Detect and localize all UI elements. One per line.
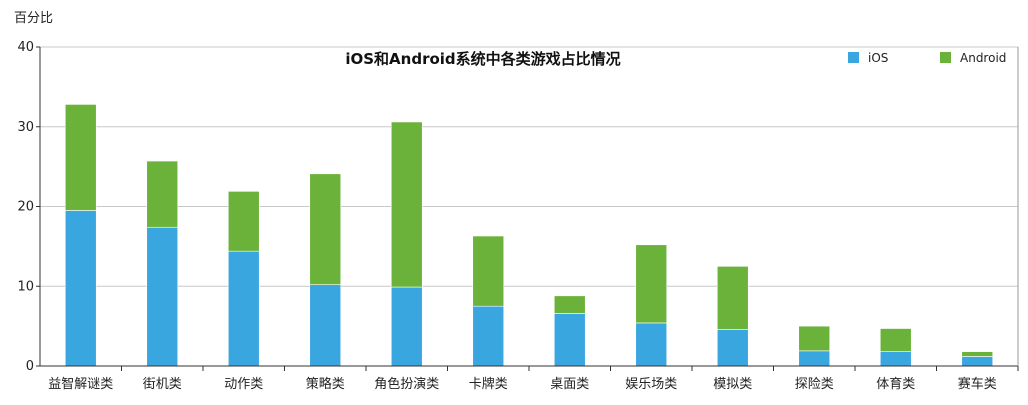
bar-ios bbox=[961, 356, 994, 367]
x-tick-label: 角色扮演类 bbox=[374, 376, 439, 392]
bar-ios bbox=[472, 305, 505, 367]
bar-android bbox=[961, 351, 994, 357]
y-tick-label: 40 bbox=[17, 40, 34, 55]
x-tick-labels: 益智解谜类 街机类 动作类 策略类 角色扮演类 卡牌类 桌面类 娱乐场类 模拟类 探险类 体育类 赛车… bbox=[48, 366, 1019, 392]
x-tick-label: 探险类 bbox=[795, 377, 834, 392]
legend: iOS Android bbox=[848, 51, 1006, 65]
bar-android bbox=[146, 160, 179, 228]
x-tick-label: 街机类 bbox=[143, 377, 182, 392]
x-tick-label: 动作类 bbox=[224, 377, 263, 392]
x-tick-label: 桌面类 bbox=[550, 377, 589, 392]
x-tick-label: 模拟类 bbox=[713, 377, 752, 392]
legend-swatch-ios bbox=[848, 52, 859, 63]
bar-android bbox=[798, 325, 831, 352]
bars bbox=[64, 104, 994, 367]
y-tick-labels: 0 10 20 30 40 bbox=[17, 40, 40, 374]
x-tick-label: 策略类 bbox=[306, 376, 345, 392]
bar-android bbox=[64, 104, 97, 211]
y-tick-label: 0 bbox=[26, 359, 34, 374]
bar-ios bbox=[798, 350, 831, 367]
bar-android bbox=[227, 191, 260, 252]
bar-ios bbox=[635, 322, 668, 367]
y-tick-label: 20 bbox=[17, 200, 34, 215]
bar-ios bbox=[64, 210, 97, 367]
bar-ios bbox=[146, 226, 179, 367]
bar-android bbox=[635, 244, 668, 324]
legend-label-ios: iOS bbox=[868, 51, 888, 65]
legend-swatch-android bbox=[940, 52, 951, 63]
y-tick-label: 30 bbox=[17, 120, 34, 135]
x-tick-label: 娱乐场类 bbox=[625, 377, 677, 392]
gridlines bbox=[40, 46, 1018, 287]
bar-android bbox=[553, 295, 586, 314]
bar-android bbox=[309, 173, 342, 285]
bar-ios bbox=[390, 286, 423, 367]
bar-android bbox=[879, 328, 912, 352]
chart-title: iOS和Android系统中各类游戏占比情况 bbox=[345, 50, 620, 68]
bar-ios bbox=[553, 313, 586, 367]
y-tick-label: 10 bbox=[17, 279, 34, 294]
y-axis-label: 百分比 bbox=[14, 11, 53, 26]
x-tick-label: 益智解谜类 bbox=[48, 377, 113, 392]
bar-ios bbox=[879, 351, 912, 367]
legend-label-android: Android bbox=[960, 51, 1006, 65]
x-tick-label: 赛车类 bbox=[958, 376, 997, 392]
x-tick-label: 体育类 bbox=[876, 376, 915, 392]
bar-android bbox=[716, 266, 749, 330]
x-tick-label: 卡牌类 bbox=[469, 376, 508, 392]
bar-ios bbox=[309, 284, 342, 367]
bar-ios bbox=[716, 329, 749, 367]
bar-ios bbox=[227, 250, 260, 367]
bar-android bbox=[472, 235, 505, 307]
bar-android bbox=[390, 121, 423, 288]
